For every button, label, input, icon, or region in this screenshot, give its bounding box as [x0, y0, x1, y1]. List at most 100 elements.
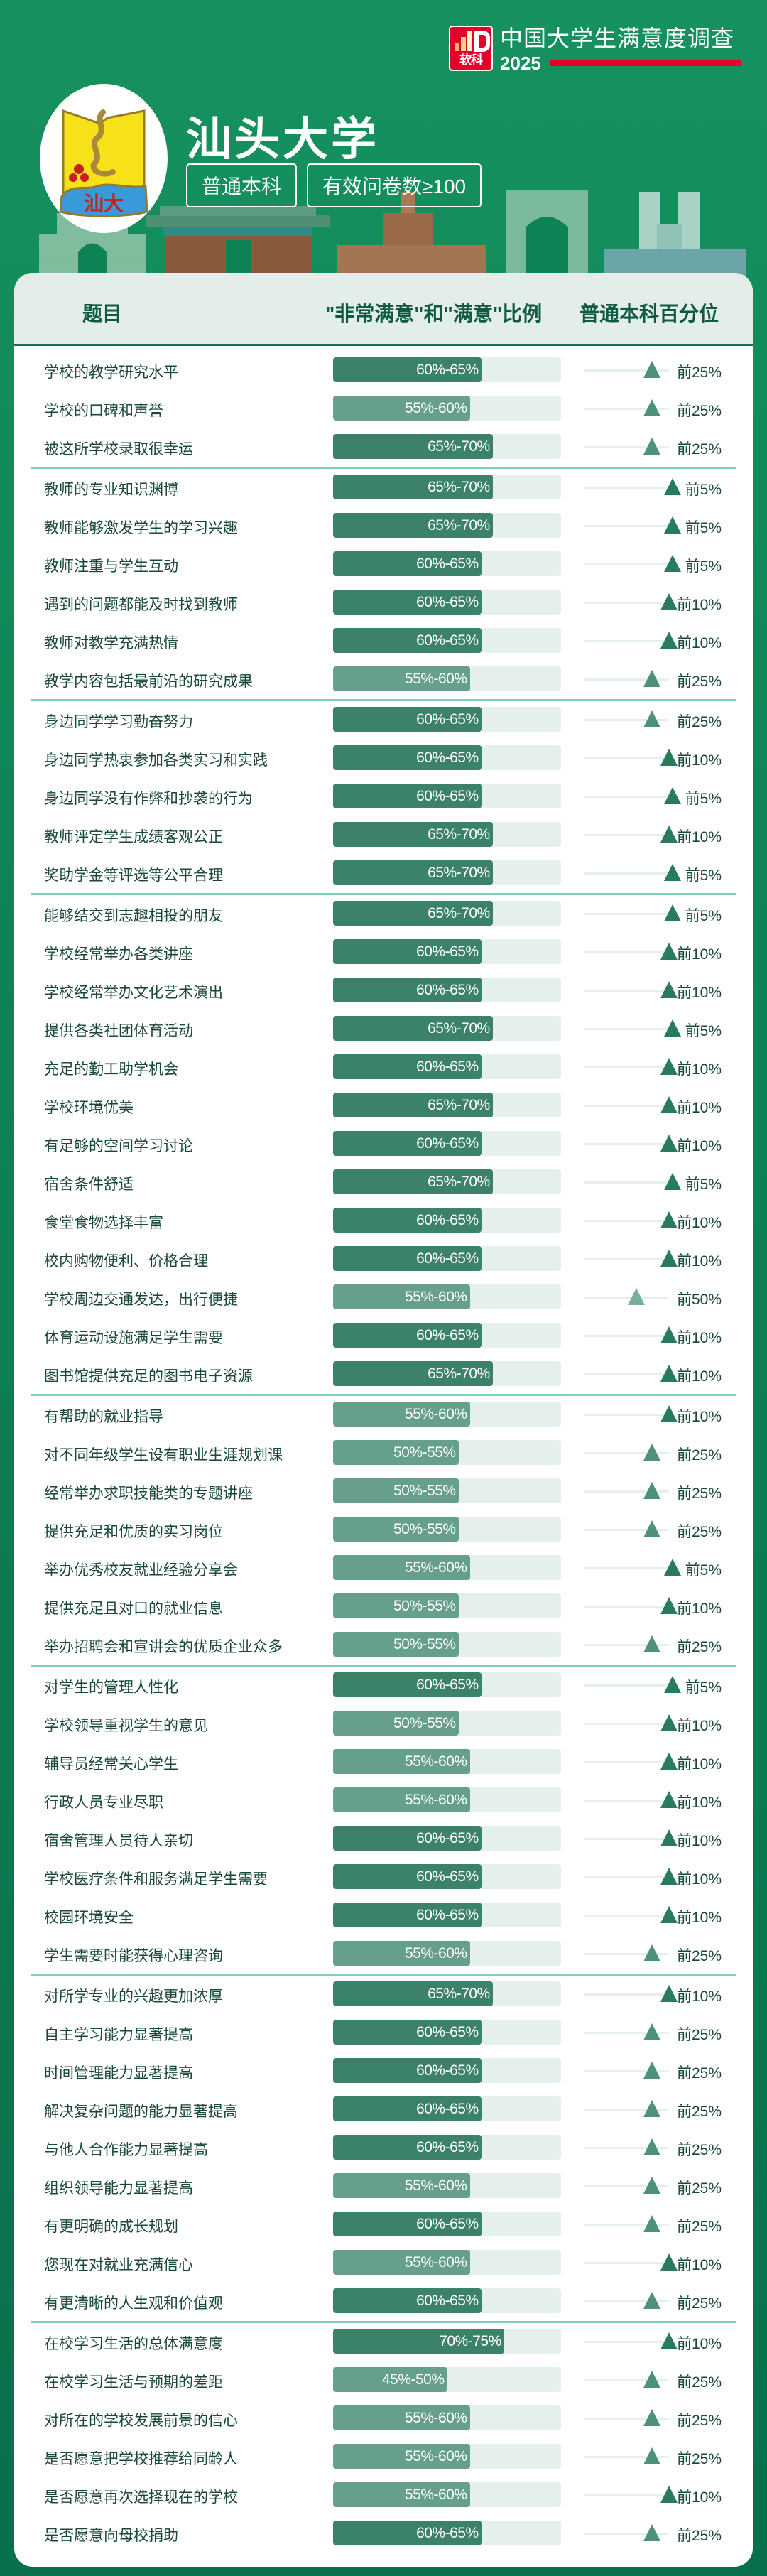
triangle-up-icon: [664, 1019, 681, 1037]
percentile-value: 前10%: [676, 1138, 722, 1154]
question-label: 解决复杂问题的能力显著提高: [44, 2104, 238, 2120]
tag-type: 普通本科: [186, 163, 298, 207]
ratio-bar-fill: 70%-75%: [333, 2329, 504, 2354]
school-name: 汕头大学: [186, 114, 379, 165]
question-label: 能够结交到志趣相投的朋友: [44, 908, 223, 924]
triangle-up-icon: [660, 1135, 678, 1152]
ratio-bar: 60%-65%: [333, 2058, 561, 2083]
percentile-value: 前25%: [676, 403, 722, 419]
table-row: 有足够的空间学习讨论 60%-65% 前10%: [31, 1125, 736, 1164]
percentile-value: 前5%: [685, 558, 722, 575]
triangle-up-icon: [643, 1944, 660, 1961]
table-row: 学校经常举办各类讲座 60%-65% 前10%: [31, 933, 736, 972]
ratio-bar-fill: 55%-60%: [333, 2482, 470, 2507]
ratio-bar-fill: 65%-70%: [333, 434, 493, 459]
ratio-bar-fill: 60%-65%: [333, 978, 482, 1002]
ruanke-logo-icon: 软科: [449, 26, 493, 71]
question-label: 对所在的学校发展前景的信心: [44, 2413, 238, 2429]
percentile-track: [584, 951, 669, 953]
percentile-track: [584, 487, 669, 489]
percentile-track: [584, 563, 669, 565]
ratio-bar-fill: 60%-65%: [333, 1903, 482, 1927]
table-row: 学校领导重视学生的意见 50%-55% 前10%: [31, 1705, 736, 1743]
ratio-bar: 60%-65%: [333, 1208, 561, 1233]
ratio-bar: 55%-60%: [333, 396, 561, 421]
school-logo: 汕大: [40, 84, 168, 233]
ratio-bar: 55%-60%: [333, 2173, 561, 2198]
ratio-bar: 65%-70%: [333, 513, 561, 538]
ratio-bar-fill: 65%-70%: [333, 475, 493, 499]
triangle-up-icon: [643, 2023, 660, 2040]
question-label: 时间管理能力显著提高: [44, 2065, 193, 2082]
ratio-bar-fill: 55%-60%: [333, 2250, 470, 2275]
percentile-value: 前25%: [676, 1485, 722, 1502]
ratio-bar-fill: 65%-70%: [333, 822, 493, 847]
question-label: 提供充足和优质的实习岗位: [44, 1524, 223, 1540]
question-label: 遇到的问题都能及时找到教师: [44, 597, 238, 613]
percentile-track: [584, 2341, 669, 2343]
percentile-track: [584, 990, 669, 992]
table-row: 校内购物便利、价格合理 60%-65% 前10%: [31, 1240, 736, 1279]
triangle-up-icon: [643, 2292, 660, 2309]
ratio-bar-fill: 65%-70%: [333, 860, 493, 885]
ratio-bar-fill: 60%-65%: [333, 2135, 482, 2160]
question-label: 被这所学校录取很幸运: [44, 441, 193, 458]
percentile-value: 前10%: [676, 1833, 722, 1849]
question-label: 学校领导重视学生的意见: [44, 1718, 208, 1734]
ratio-bar-fill: 60%-65%: [333, 1131, 482, 1156]
question-label: 经常举办求职技能类的专题讲座: [44, 1485, 253, 1502]
percentile-track: [584, 757, 669, 759]
question-group: 对学生的管理人性化 60%-65% 前5% 学校领导重视学生的意见 50%-55% 前10…: [31, 1667, 736, 1976]
percentile-track: [584, 1684, 669, 1687]
percentile-value: 前25%: [676, 2374, 722, 2391]
ratio-bar: 60%-65%: [333, 978, 561, 1002]
table-row: 身边同学热衷参加各类实习和实践 60%-65% 前10%: [31, 740, 736, 778]
percentile-track: [584, 369, 669, 372]
table-row: 体育运动设施满足学生需要 60%-65% 前10%: [31, 1317, 736, 1355]
question-label: 提供充足且对口的就业信息: [44, 1601, 223, 1617]
question-label: 辅导员经常关心学生: [44, 1756, 178, 1773]
ratio-bar-fill: 50%-55%: [333, 1517, 459, 1542]
table-row: 解决复杂问题的能力显著提高 60%-65% 前25%: [31, 2091, 736, 2129]
ratio-bar-fill: 55%-60%: [333, 1284, 470, 1309]
percentile-value: 前5%: [685, 1023, 722, 1039]
triangle-up-icon: [643, 2215, 660, 2232]
ratio-bar-fill: 60%-65%: [333, 1208, 482, 1233]
triangle-up-icon: [664, 1559, 681, 1576]
percentile-value: 前25%: [676, 2027, 722, 2043]
ratio-bar: 65%-70%: [333, 434, 561, 459]
ratio-bar-fill: 55%-60%: [333, 1941, 470, 1966]
ratio-bar-fill: 60%-65%: [333, 2212, 482, 2236]
percentile-value: 前5%: [685, 908, 722, 924]
ratio-bar-fill: 50%-55%: [333, 1711, 459, 1736]
table-row: 身边同学没有作弊和抄袭的行为 60%-65% 前5%: [31, 778, 736, 816]
ratio-bar-fill: 60%-65%: [333, 1054, 482, 1079]
ratio-bar-fill: 60%-65%: [333, 357, 482, 382]
question-label: 教师注重与学生互动: [44, 558, 178, 575]
question-group: 学校的教学研究水平 60%-65% 前25% 学校的口碑和声誉 55%-60% 前25% 被…: [31, 346, 736, 469]
question-label: 与他人合作能力显著提高: [44, 2142, 208, 2158]
ratio-bar: 55%-60%: [333, 2405, 561, 2430]
ratio-bar: 60%-65%: [333, 628, 561, 653]
percentile-value: 前10%: [676, 1330, 722, 1346]
brand-header: 软科 中国大学生满意度调查 2025: [449, 26, 741, 74]
percentile-track: [584, 2185, 669, 2187]
percentile-value: 前25%: [676, 2065, 722, 2082]
percentile-value: 前25%: [676, 673, 722, 690]
triangle-up-icon: [660, 1868, 678, 1885]
percentile-track: [584, 1567, 669, 1569]
triangle-up-icon: [643, 361, 660, 378]
question-label: 是否愿意再次选择现在的学校: [44, 2489, 238, 2506]
triangle-up-icon: [643, 2371, 660, 2388]
survey-results-card: 题目 "非常满意"和"满意"比例 普通本科百分位 学校的教学研究水平 60%-65…: [14, 273, 753, 2567]
question-label: 教师的专业知识渊博: [44, 482, 178, 498]
ratio-bar: 55%-60%: [333, 1402, 561, 1427]
table-row: 经常举办求职技能类的专题讲座 50%-55% 前25%: [31, 1473, 736, 1511]
triangle-up-icon: [660, 1096, 678, 1113]
table-row: 对所在的学校发展前景的信心 55%-60% 前25%: [31, 2400, 736, 2438]
table-row: 提供充足且对口的就业信息 50%-55% 前10%: [31, 1588, 736, 1626]
ratio-bar: 60%-65%: [333, 2096, 561, 2121]
question-label: 学校医疗条件和服务满足学生需要: [44, 1871, 268, 1888]
percentile-value: 前25%: [676, 441, 722, 458]
percentile-track: [584, 834, 669, 836]
